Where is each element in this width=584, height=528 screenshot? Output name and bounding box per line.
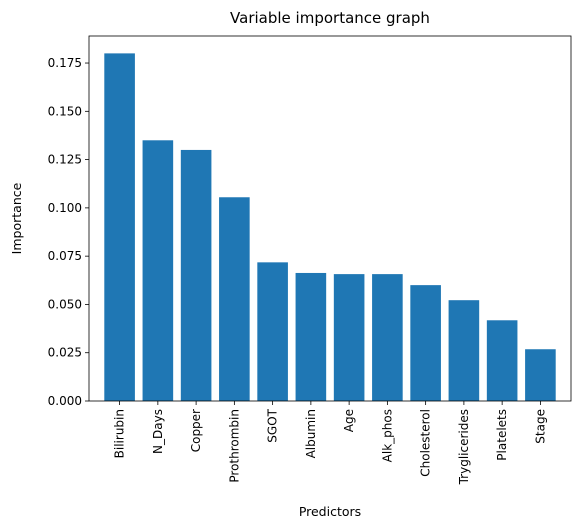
y-tick-label: 0.025 xyxy=(48,346,82,360)
bar-copper xyxy=(180,149,212,401)
y-tick-label: 0.150 xyxy=(48,104,82,118)
y-tick-label: 0.050 xyxy=(48,297,82,311)
y-axis: 0.000 0.025 0.050 0.075 0.100 0.125 0.150 0.175 xyxy=(48,56,89,408)
y-tick-label: 0.175 xyxy=(48,56,82,70)
x-tick-label: N_Days xyxy=(151,409,165,454)
x-tick-label: Cholesterol xyxy=(419,409,433,477)
x-tick-label: Alk_phos xyxy=(380,409,394,462)
plot-frame xyxy=(88,35,572,402)
y-tick-label: 0.125 xyxy=(48,153,82,167)
y-axis-label: Importance xyxy=(9,182,24,254)
bar-albumin xyxy=(295,272,327,401)
bar-age xyxy=(333,274,365,401)
bar-n-days xyxy=(142,140,174,402)
bar-tryglicerides xyxy=(448,300,480,401)
bar-sgot xyxy=(257,262,288,401)
plot-area xyxy=(88,35,572,402)
x-axis-label: Predictors xyxy=(299,504,361,519)
bar-bilirubin xyxy=(104,53,135,401)
x-tick-label: Platelets xyxy=(495,409,509,461)
x-tick-label: Tryglicerides xyxy=(457,409,471,485)
x-tick-label: Prothrombin xyxy=(227,409,241,483)
bar-prothrombin xyxy=(219,197,250,401)
x-tick-label: Stage xyxy=(533,409,547,444)
bar-cholesterol xyxy=(410,285,441,401)
x-tick-label: Albumin xyxy=(304,409,318,458)
bar-alk-phos xyxy=(372,274,403,401)
y-tick-label: 0.100 xyxy=(48,201,82,215)
y-tick-label: 0.000 xyxy=(48,394,82,408)
x-tick-label: Bilirubin xyxy=(113,409,127,458)
x-axis: Bilirubin N_Days Copper Prothrombin SGOT Albu… xyxy=(113,401,547,485)
x-tick-label: Age xyxy=(342,409,356,432)
x-tick-label: SGOT xyxy=(266,408,280,442)
bar-stage xyxy=(525,349,556,401)
bar-platelets xyxy=(486,320,518,401)
x-tick-label: Copper xyxy=(189,409,203,452)
chart-title: Variable importance graph xyxy=(230,9,430,27)
y-tick-label: 0.075 xyxy=(48,249,82,263)
